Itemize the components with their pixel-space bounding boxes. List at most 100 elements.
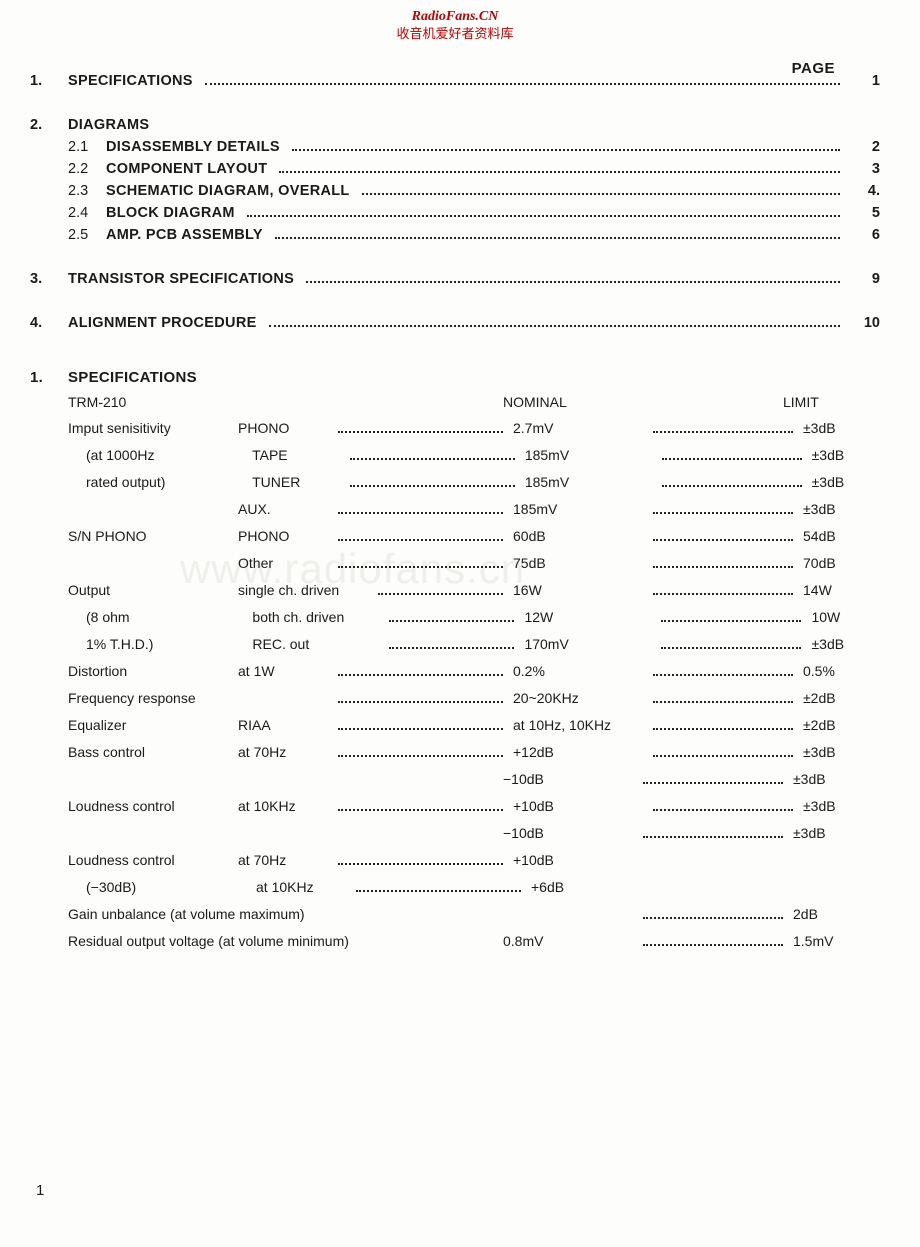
- spec-nominal: 16W: [513, 580, 653, 601]
- document-page: www.radiofans.cn RadioFans.CN 收音机爱好者资料库 …: [0, 0, 920, 1247]
- leader-dots: [338, 421, 503, 433]
- section-title: SPECIFICATIONS: [68, 369, 197, 386]
- toc-number: 2.: [30, 117, 68, 133]
- toc-page-number: 3: [846, 161, 880, 177]
- spec-param: rated output): [68, 472, 252, 493]
- spec-nominal-header: NOMINAL: [503, 394, 643, 410]
- toc-entry: 2.DIAGRAMS: [30, 117, 880, 133]
- leader-dots: [653, 502, 793, 514]
- toc-entry: 2.5AMP. PCB ASSEMBLY6: [30, 227, 880, 243]
- leader-dots: [338, 718, 503, 730]
- spec-row: Bass controlat 70Hz+12dB±3dB: [68, 742, 880, 763]
- spec-row: Outputsingle ch. driven16W14W: [68, 580, 880, 601]
- spec-param: (at 1000Hz: [68, 445, 252, 466]
- spec-limit: ±3dB: [803, 499, 873, 520]
- leader-dots: [643, 772, 783, 784]
- toc-number: 2.1: [30, 139, 106, 155]
- spec-limit: ±3dB: [811, 634, 880, 655]
- leader-dots: [653, 799, 793, 811]
- toc-page-number: 4.: [846, 183, 880, 199]
- spec-row: AUX.185mV±3dB: [68, 499, 880, 520]
- spec-condition: PHONO: [238, 418, 338, 439]
- spec-limit: ±3dB: [803, 742, 873, 763]
- toc-number: 2.4: [30, 205, 106, 221]
- toc-entry: 2.2COMPONENT LAYOUT3: [30, 161, 880, 177]
- spec-body: Imput senisitivityPHONO2.7mV±3dB(at 1000…: [68, 418, 880, 952]
- toc-leader-dots: [362, 193, 840, 195]
- spec-row: Gain unbalance (at volume maximum)2dB: [68, 904, 880, 925]
- header-watermark: RadioFans.CN 收音机爱好者资料库: [30, 8, 880, 43]
- spec-nominal: +12dB: [513, 742, 653, 763]
- spec-param: Gain unbalance (at volume maximum): [68, 904, 503, 925]
- spec-row: −10dB ±3dB: [68, 823, 880, 844]
- spec-param: (8 ohm: [68, 607, 252, 628]
- page-content: RadioFans.CN 收音机爱好者资料库 PAGE 1.SPECIFICAT…: [30, 8, 880, 952]
- spec-limit: 54dB: [803, 526, 873, 547]
- spec-model: TRM-210: [68, 394, 238, 410]
- spec-param: Equalizer: [68, 715, 238, 736]
- leader-dots: [350, 475, 515, 487]
- spec-nominal: +10dB: [513, 850, 653, 871]
- spec-row: (−30dB)at 10KHz+6dB: [68, 877, 880, 898]
- spec-limit: 10W: [811, 607, 880, 628]
- leader-dots: [378, 583, 503, 595]
- toc-page-number: 5: [846, 205, 880, 221]
- spec-limit: ±2dB: [803, 688, 873, 709]
- spec-nominal: 185mV: [525, 445, 662, 466]
- spec-limit: 70dB: [803, 553, 873, 574]
- toc-leader-dots: [279, 171, 840, 173]
- toc-entry: 3.TRANSISTOR SPECIFICATIONS9: [30, 271, 880, 287]
- toc-title: BLOCK DIAGRAM: [106, 205, 241, 221]
- toc-number: 2.5: [30, 227, 106, 243]
- spec-row: (8 ohmboth ch. driven12W10W: [68, 607, 880, 628]
- spec-header-row: TRM-210 NOMINAL LIMIT: [68, 394, 880, 410]
- leader-dots: [389, 610, 514, 622]
- watermark-line1: RadioFans.CN: [30, 8, 880, 26]
- spec-nominal: 60dB: [513, 526, 653, 547]
- toc-entry: 1.SPECIFICATIONS1: [30, 73, 880, 89]
- section-number: 1.: [30, 369, 68, 386]
- spec-nominal: −10dB: [503, 823, 643, 844]
- toc-title: SPECIFICATIONS: [68, 73, 199, 89]
- spec-param: Loudness control: [68, 850, 238, 871]
- toc-leader-dots: [292, 149, 840, 151]
- toc-title: AMP. PCB ASSEMBLY: [106, 227, 269, 243]
- toc-title: ALIGNMENT PROCEDURE: [68, 315, 263, 331]
- toc-entry: 4.ALIGNMENT PROCEDURE10: [30, 315, 880, 331]
- leader-dots: [338, 691, 503, 703]
- toc-title: TRANSISTOR SPECIFICATIONS: [68, 271, 300, 287]
- spec-limit: ±3dB: [812, 445, 880, 466]
- spec-limit: ±3dB: [793, 823, 863, 844]
- spec-nominal: −10dB: [503, 769, 643, 790]
- leader-dots: [653, 529, 793, 541]
- spec-nominal: 185mV: [525, 472, 662, 493]
- spec-condition: at 10KHz: [238, 796, 338, 817]
- leader-dots: [338, 799, 503, 811]
- spec-condition: Other: [238, 553, 338, 574]
- spec-param: S/N PHONO: [68, 526, 238, 547]
- leader-dots: [653, 421, 793, 433]
- spec-nominal: 185mV: [513, 499, 653, 520]
- spec-param: Distortion: [68, 661, 238, 682]
- toc-title: DISASSEMBLY DETAILS: [106, 139, 286, 155]
- leader-dots: [338, 529, 503, 541]
- toc-leader-dots: [306, 281, 840, 283]
- spec-condition: at 70Hz: [238, 850, 338, 871]
- leader-dots: [338, 664, 503, 676]
- spec-limit: ±3dB: [793, 769, 863, 790]
- spec-limit-header: LIMIT: [783, 394, 853, 410]
- spec-limit: ±3dB: [812, 472, 880, 493]
- watermark-line2: 收音机爱好者资料库: [30, 26, 880, 43]
- leader-dots: [338, 502, 503, 514]
- spec-row: 1% T.H.D.)REC. out170mV±3dB: [68, 634, 880, 655]
- spec-condition: PHONO: [238, 526, 338, 547]
- toc-entry: 2.4BLOCK DIAGRAM 5: [30, 205, 880, 221]
- leader-dots: [350, 448, 515, 460]
- spec-row: −10dB ±3dB: [68, 769, 880, 790]
- spec-row: S/N PHONOPHONO 60dB 54dB: [68, 526, 880, 547]
- leader-dots: [643, 907, 783, 919]
- toc-entry: 2.3SCHEMATIC DIAGRAM, OVERALL4.: [30, 183, 880, 199]
- spec-condition: single ch. driven: [238, 580, 378, 601]
- spec-condition: both ch. driven: [252, 607, 389, 628]
- spec-param: Residual output voltage (at volume minim…: [68, 931, 503, 952]
